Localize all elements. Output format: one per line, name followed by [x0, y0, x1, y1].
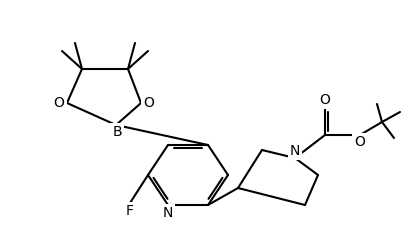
Text: B: B: [112, 125, 122, 139]
Text: N: N: [290, 144, 300, 158]
Text: N: N: [163, 206, 173, 220]
Text: O: O: [143, 96, 154, 110]
Text: O: O: [54, 96, 64, 110]
Text: O: O: [320, 93, 330, 107]
Text: O: O: [355, 135, 366, 149]
Text: F: F: [126, 204, 134, 218]
